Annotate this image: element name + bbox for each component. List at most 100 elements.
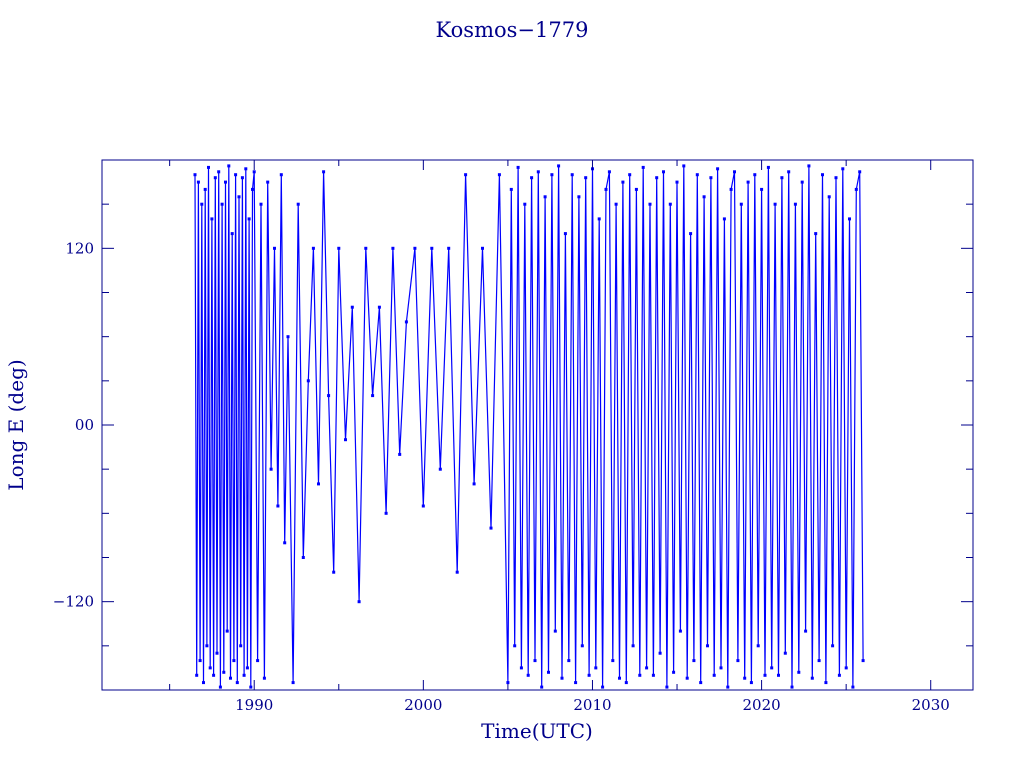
data-point: [210, 217, 214, 221]
data-point: [404, 320, 408, 324]
data-point: [844, 666, 848, 670]
data-point: [733, 170, 736, 174]
data-point: [455, 570, 459, 574]
data-point: [858, 170, 862, 174]
data-point: [749, 681, 753, 685]
data-point: [641, 165, 645, 169]
data-point: [240, 176, 244, 180]
data-point: [587, 673, 591, 677]
x-tick-label: 2020: [742, 696, 780, 714]
data-point: [249, 685, 253, 689]
data-point: [384, 511, 388, 515]
data-point: [245, 666, 249, 670]
data-point: [824, 681, 828, 685]
data-point: [607, 170, 611, 174]
data-point: [332, 570, 336, 574]
data-point: [800, 180, 804, 184]
data-point: [614, 202, 618, 206]
data-point: [229, 676, 232, 680]
data-point: [357, 600, 361, 604]
plot-area: [193, 164, 865, 689]
data-point: [311, 246, 315, 250]
data-point: [317, 482, 320, 486]
data-point: [481, 246, 484, 250]
data-point: [624, 681, 628, 685]
chart-title: Kosmos−1779: [436, 18, 589, 42]
data-point: [301, 556, 305, 559]
data-point: [563, 232, 567, 236]
data-point: [230, 232, 234, 236]
data-point: [327, 394, 331, 398]
data-point: [215, 651, 219, 655]
data-point: [634, 187, 638, 191]
data-point: [574, 681, 578, 685]
data-point: [283, 541, 287, 545]
data-point: [252, 170, 256, 174]
data-point: [719, 666, 723, 670]
axes: 1990 2000 2010 2020 2030 −120 00 120: [53, 159, 974, 714]
data-point: [560, 676, 564, 680]
data-point: [790, 685, 794, 689]
data-point: [286, 335, 290, 339]
data-point: [273, 246, 276, 250]
data-point: [430, 246, 434, 250]
data-point: [658, 651, 662, 655]
data-point: [716, 167, 720, 171]
data-point: [220, 202, 224, 206]
data-point: [202, 681, 205, 685]
data-point: [200, 202, 204, 206]
data-point: [827, 195, 831, 199]
data-point: [203, 187, 207, 191]
data-point: [398, 452, 402, 456]
data-point: [804, 629, 808, 633]
data-point: [655, 176, 659, 180]
data-point: [695, 173, 699, 177]
data-point: [685, 676, 689, 680]
data-point: [848, 217, 851, 221]
data-point: [854, 187, 858, 191]
data-point: [269, 467, 273, 471]
data-point: [242, 673, 246, 677]
data-point: [472, 482, 476, 486]
data-point: [821, 173, 824, 177]
data-point: [447, 246, 451, 250]
data-point: [736, 659, 740, 663]
data-point: [262, 676, 266, 680]
data-point: [746, 180, 750, 184]
data-point: [604, 187, 608, 191]
data-point: [523, 202, 527, 206]
data-point: [675, 180, 679, 184]
data-point: [251, 187, 254, 191]
data-point: [543, 195, 547, 199]
data-point: [371, 394, 375, 398]
data-point: [756, 644, 760, 648]
x-tick-label: 2030: [912, 696, 950, 714]
data-point: [247, 217, 251, 221]
data-point: [513, 644, 517, 648]
data-point: [668, 202, 672, 206]
data-point: [611, 659, 615, 663]
x-axis-label: Time(UTC): [481, 719, 593, 743]
data-point: [594, 666, 598, 670]
data-point: [533, 659, 537, 663]
data-point: [702, 195, 706, 199]
data-point: [239, 644, 243, 648]
data-point: [509, 187, 513, 191]
data-point: [464, 173, 468, 177]
data-point: [377, 305, 381, 309]
data-point: [213, 176, 217, 180]
data-point: [722, 217, 726, 221]
data-point: [777, 673, 780, 677]
data-point: [256, 659, 260, 663]
data-point: [570, 173, 574, 177]
data-point: [584, 176, 588, 180]
data-point: [222, 670, 226, 674]
data-point: [601, 685, 605, 689]
data-point: [797, 670, 801, 674]
x-tick-label: 2010: [573, 696, 611, 714]
data-point: [793, 202, 797, 206]
data-point: [672, 670, 676, 674]
data-point: [682, 164, 686, 168]
data-point: [631, 644, 635, 648]
